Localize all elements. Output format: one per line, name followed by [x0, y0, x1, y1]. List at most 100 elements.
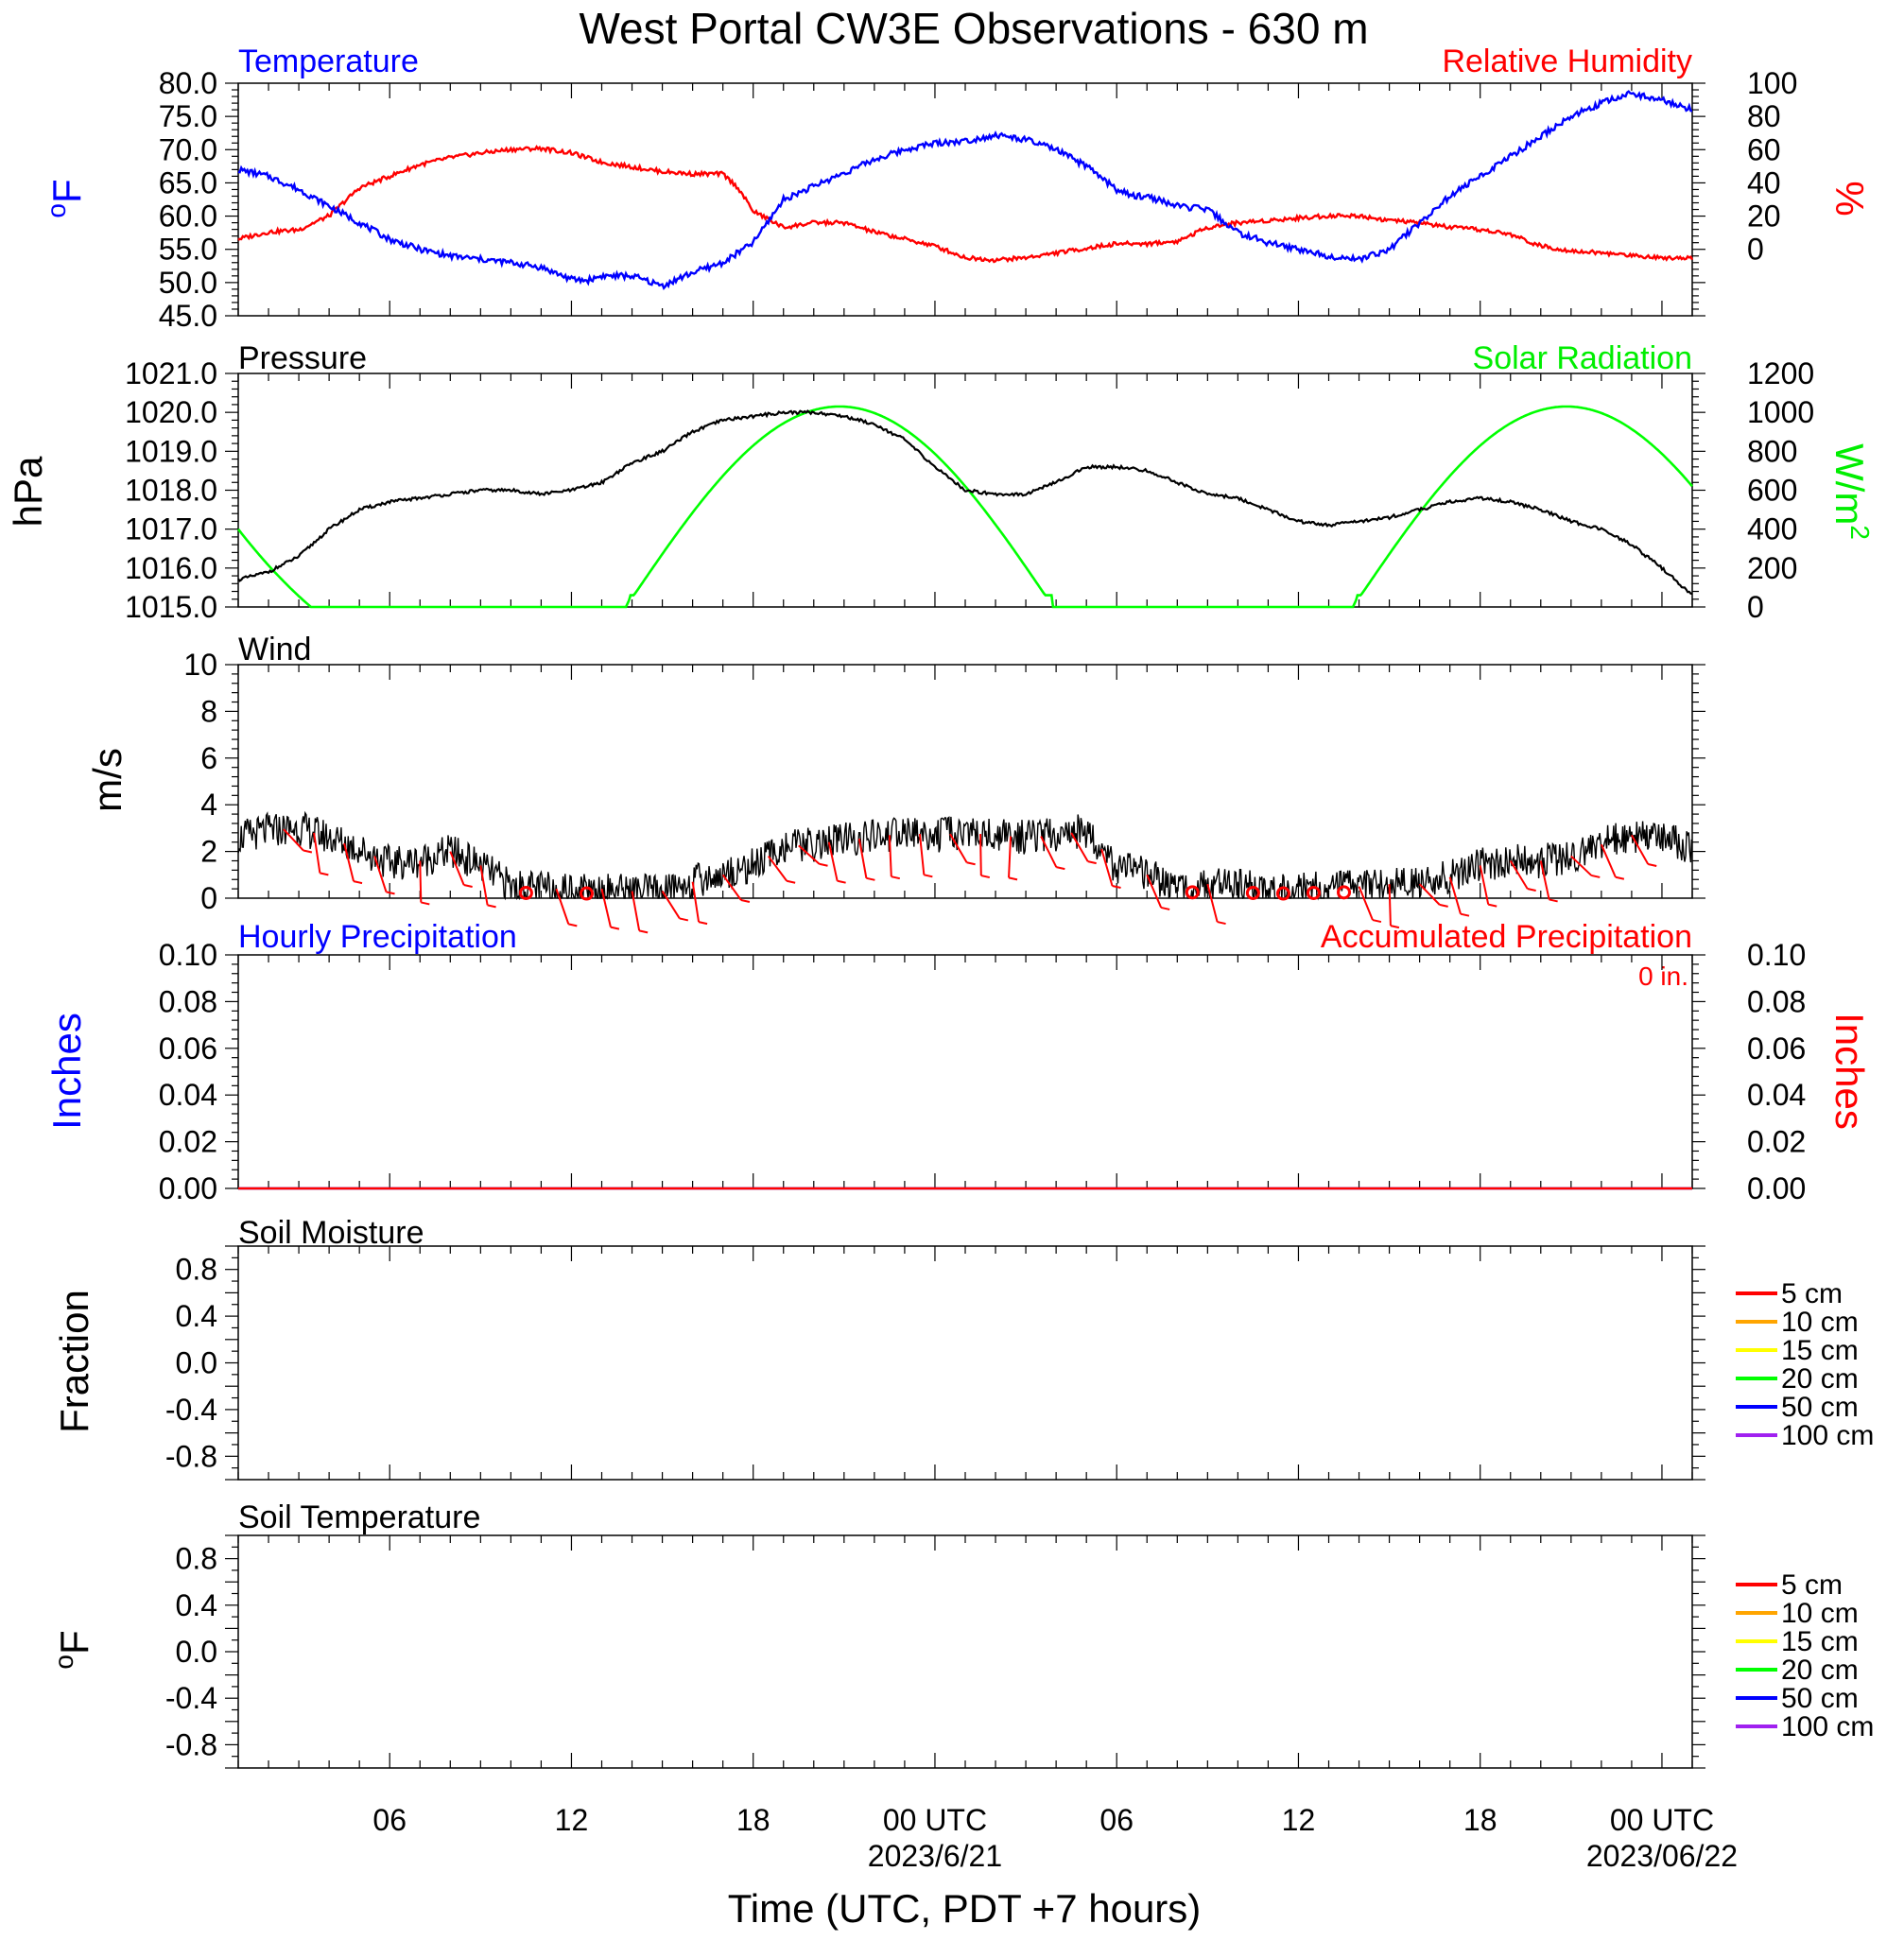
wind-barb-flag — [1460, 912, 1470, 917]
soil-moisture-panel-label: Soil Moisture — [238, 1215, 424, 1251]
wind-barb-flag — [679, 917, 689, 922]
legend-label: 5 cm — [1781, 1569, 1843, 1601]
fahrenheit-unit: F — [44, 179, 89, 203]
wind-barb — [343, 842, 355, 882]
solar-unit-base: W/m — [1827, 443, 1872, 525]
wind-barb — [798, 844, 821, 865]
y-tick-label: 0.4 — [176, 1588, 217, 1622]
wind-barb-flag — [1056, 866, 1065, 871]
humidity-tick-label: 80 — [1747, 99, 1781, 133]
pressure-axis-label: hPa — [6, 456, 50, 527]
accum-precip-tick-label: 0.00 — [1747, 1171, 1806, 1205]
legend-label: 50 cm — [1781, 1392, 1859, 1423]
wind-barb — [1570, 855, 1592, 876]
accum-precip-axis-label: Inches — [1827, 1013, 1872, 1130]
wind-speed-line — [237, 810, 1693, 901]
humidity-tick-label: 20 — [1747, 199, 1781, 234]
legend-label: 15 cm — [1781, 1335, 1859, 1366]
legend-label: 100 cm — [1781, 1711, 1874, 1742]
hourly-precip-tick-label: 0.04 — [159, 1078, 217, 1112]
wind-barb — [600, 888, 612, 927]
temperature-line — [237, 90, 1693, 291]
pressure-tick-label: 1018.0 — [125, 474, 217, 508]
x-tick-label: 00 UTC — [883, 1803, 987, 1837]
temperature-tick-label: 70.0 — [159, 132, 217, 166]
legend-label: 10 cm — [1781, 1307, 1859, 1338]
calm-wind-marker — [1306, 885, 1321, 900]
calm-wind-marker — [1185, 885, 1200, 900]
wind-barb — [1600, 843, 1617, 878]
panel-frame — [237, 1534, 1693, 1769]
precipitation-panel: Hourly Precipitation Accumulated Precipi… — [44, 919, 1872, 1205]
humidity-tick-label: 40 — [1747, 165, 1781, 199]
wind-barb — [827, 841, 839, 881]
soil-temperature-panel: Soil Temperature oF 0.8 0.4 0.0 -0.4 -0.8 5 c… — [49, 1499, 1874, 1769]
accum-precip-tick-label: 0.04 — [1747, 1078, 1806, 1112]
wind-barb — [1418, 883, 1441, 906]
temperature-axis-label: oF — [42, 179, 89, 217]
pressure-panel-label: Pressure — [238, 340, 367, 376]
hourly-precip-tick-label: 0.02 — [159, 1125, 217, 1159]
solar-tick-label: 200 — [1747, 551, 1797, 585]
humidity-tick-label: 100 — [1747, 66, 1797, 100]
solar-radiation-line — [236, 405, 1693, 609]
wind-barb — [888, 835, 892, 877]
calm-wind-marker — [518, 885, 533, 900]
pressure-tick-label: 1017.0 — [125, 512, 217, 546]
temperature-tick-label: 50.0 — [159, 266, 217, 300]
wind-barb — [1631, 834, 1650, 865]
x-tick-label: 00 UTC — [1610, 1803, 1714, 1837]
temperature-tick-label: 45.0 — [159, 299, 217, 333]
solar-tick-label: 600 — [1747, 474, 1797, 508]
wind-barb — [857, 838, 868, 878]
wind-barb — [1388, 884, 1392, 927]
soil-moisture-axis-label: Fraction — [52, 1290, 96, 1433]
legend-label: 20 cm — [1781, 1655, 1859, 1686]
humidity-panel-label: Relative Humidity — [1442, 43, 1692, 79]
legend-label: 15 cm — [1781, 1626, 1859, 1657]
pressure-tick-label: 1019.0 — [125, 434, 217, 468]
soil-temperature-axis-label: oF — [49, 1630, 96, 1669]
solar-panel-label: Solar Radiation — [1473, 340, 1692, 376]
wind-barb — [479, 865, 489, 906]
wind-barb-flag — [698, 921, 708, 926]
wind-barb — [721, 874, 742, 901]
temperature-tick-label: 60.0 — [159, 199, 217, 234]
hourly-precip-tick-label: 0.08 — [159, 984, 217, 1018]
panel-frame — [237, 1245, 1693, 1481]
wind-barb — [979, 834, 982, 876]
solar-tick-label: 1000 — [1747, 395, 1814, 429]
y-tick-label: 0.0 — [176, 1346, 217, 1380]
wind-barb-flag — [1160, 906, 1170, 910]
wind-barb-flag — [819, 862, 828, 867]
wind-tick-label: 8 — [200, 694, 217, 728]
wind-barb-flag — [837, 879, 846, 884]
wind-barb-flag — [786, 879, 796, 884]
wind-barb — [1008, 836, 1013, 878]
pressure-solar-panel: Pressure Solar Radiation hPa W/m2 1021.0… — [6, 340, 1875, 624]
y-tick-label: -0.4 — [165, 1393, 217, 1427]
wind-barb — [373, 856, 388, 893]
wind-barb-flag — [568, 923, 578, 927]
wind-panel: Wind m/s 10 8 6 4 2 0 — [85, 632, 1705, 934]
temperature-tick-label: 75.0 — [159, 99, 217, 133]
wind-barb-flag — [1112, 885, 1121, 889]
wind-barb-flag — [1549, 898, 1558, 903]
legend-label: 5 cm — [1781, 1278, 1843, 1309]
calm-wind-marker — [1275, 886, 1290, 901]
wind-barb-flag — [1615, 875, 1625, 880]
hourly-precip-panel-label: Hourly Precipitation — [238, 919, 517, 955]
degree-symbol: o — [42, 203, 71, 218]
wind-barb-flag — [1439, 903, 1448, 908]
wind-tick-label: 2 — [200, 835, 217, 869]
legend-label: 10 cm — [1781, 1598, 1859, 1629]
temperature-tick-label: 80.0 — [159, 66, 217, 100]
wind-barb-flag — [1527, 888, 1536, 892]
fahrenheit-unit: F — [52, 1630, 96, 1655]
x-tick-label: 12 — [1282, 1803, 1316, 1837]
accum-precip-tick-label: 0.08 — [1747, 984, 1806, 1018]
soil-temperature-panel-label: Soil Temperature — [238, 1499, 480, 1535]
solar-tick-label: 0 — [1747, 590, 1764, 624]
